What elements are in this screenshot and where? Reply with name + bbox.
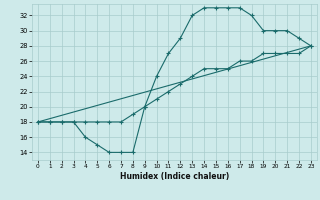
- X-axis label: Humidex (Indice chaleur): Humidex (Indice chaleur): [120, 172, 229, 181]
